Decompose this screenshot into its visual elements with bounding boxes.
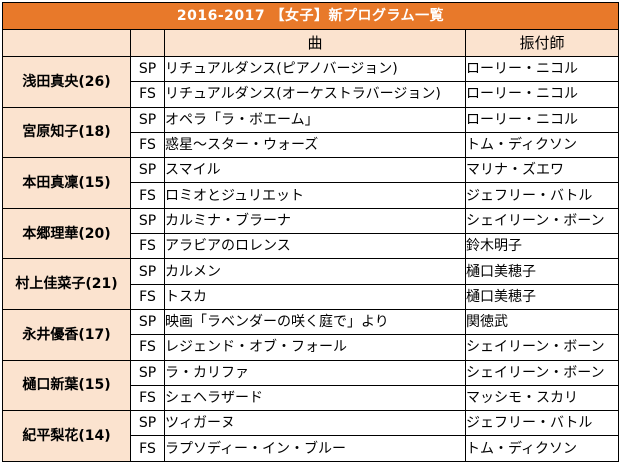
program-song: レジェンド・オブ・フォール [164, 334, 466, 361]
table-row: FS レジェンド・オブ・フォール シェイリーン・ボーン [3, 334, 620, 361]
header-row: 曲 振付師 [2, 29, 620, 57]
program-choreographer: マッシモ・スカリ [464, 384, 620, 412]
program-choreographer: 関徳武 [464, 308, 620, 336]
skater-name: 永井優香(17) [2, 308, 131, 361]
table-row: FS トスカ 樋口美穂子 [3, 283, 620, 310]
program-song: リチュアルダンス(オーケストラバージョン) [164, 81, 466, 108]
program-choreographer: トム・ディクソン [464, 435, 620, 462]
program-song: ラプソディー・イン・ブルー [164, 435, 466, 462]
program-choreographer: ローリー・ニコル [464, 55, 620, 83]
program-choreographer: シェイリーン・ボーン [464, 359, 620, 386]
program-type: FS [130, 81, 165, 108]
program-type: FS [130, 182, 165, 209]
skater-name: 宮原知子(18) [2, 106, 131, 159]
program-choreographer: 樋口美穂子 [464, 283, 620, 310]
program-type: FS [130, 334, 165, 361]
program-choreographer: ローリー・ニコル [464, 106, 620, 133]
program-type: FS [130, 131, 165, 159]
program-song: カルメン [164, 258, 466, 285]
program-choreographer: 樋口美穂子 [464, 258, 620, 285]
title-row: 2016-2017 【女子】新プログラム一覧 [1, 2, 620, 30]
program-type: SP [130, 55, 165, 83]
header-type [130, 29, 165, 57]
skater-name: 紀平梨花(14) [2, 410, 131, 462]
table-row: 樋口新葉(15) SP ラ・カリファ シェイリーン・ボーン [2, 359, 620, 412]
program-type: FS [130, 233, 165, 260]
program-song: シェヘラザード [164, 384, 466, 412]
table-row: 村上佳菜子(21) SP カルメン 樋口美穂子 [2, 258, 620, 310]
program-type: SP [130, 258, 165, 285]
program-song: ロミオとジュリエット [164, 182, 466, 209]
program-song: オペラ「ラ・ボエーム」 [164, 106, 466, 133]
table-row: 紀平梨花(14) SP ツィガーヌ ジェフリー・バトル [2, 410, 620, 462]
header-song: 曲 [164, 29, 466, 57]
program-type: FS [130, 283, 165, 310]
program-type: SP [130, 410, 165, 437]
skater-name: 樋口新葉(15) [2, 359, 131, 412]
table-title: 2016-2017 【女子】新プログラム一覧 [1, 2, 620, 30]
table-row: FS ラプソディー・イン・ブルー トム・ディクソン [3, 435, 620, 462]
table-row: FS リチュアルダンス(オーケストラバージョン) ローリー・ニコル [3, 81, 620, 108]
program-choreographer: シェイリーン・ボーン [464, 334, 620, 361]
program-type: FS [130, 384, 165, 412]
header-skater [2, 29, 131, 57]
program-type: SP [130, 106, 165, 133]
header-choreographer: 振付師 [464, 29, 620, 57]
program-song: ツィガーヌ [164, 410, 466, 437]
table-row: 本郷理華(20) SP カルミナ・ブラーナ シェイリーン・ボーン [2, 207, 620, 260]
table-row: FS 惑星～スター・ウォーズ トム・ディクソン [3, 131, 620, 159]
program-choreographer: シェイリーン・ボーン [464, 207, 620, 235]
table-body: 浅田真央(26) SP リチュアルダンス(ピアノバージョン) ローリー・ニコル FS リチ… [2, 55, 620, 462]
skater-name: 本田真凜(15) [2, 157, 131, 209]
program-choreographer: トム・ディクソン [464, 131, 620, 159]
program-song: ラ・カリファ [164, 359, 466, 386]
program-song: スマイル [164, 157, 466, 184]
program-choreographer: ジェフリー・バトル [464, 410, 620, 437]
program-choreographer: 鈴木明子 [464, 233, 620, 260]
program-song: アラビアのロレンス [164, 233, 466, 260]
program-song: 惑星～スター・ウォーズ [164, 131, 466, 159]
table-row: 宮原知子(18) SP オペラ「ラ・ボエーム」 ローリー・ニコル [2, 106, 620, 159]
program-type: SP [130, 157, 165, 184]
program-type: SP [130, 359, 165, 386]
program-choreographer: ジェフリー・バトル [464, 182, 620, 209]
table-row: FS ロミオとジュリエット ジェフリー・バトル [3, 182, 620, 209]
program-choreographer: マリナ・ズエワ [464, 157, 620, 184]
program-type: SP [130, 207, 165, 235]
skater-name: 浅田真央(26) [2, 56, 131, 108]
program-song: カルミナ・ブラーナ [164, 207, 466, 235]
program-choreographer: ローリー・ニコル [464, 81, 620, 108]
program-type: SP [130, 308, 165, 336]
program-type: FS [130, 435, 165, 462]
program-song: リチュアルダンス(ピアノバージョン) [164, 55, 466, 83]
table-row: 本田真凜(15) SP スマイル マリナ・ズエワ [2, 157, 620, 209]
skater-name: 村上佳菜子(21) [2, 258, 131, 310]
table-row: 浅田真央(26) SP リチュアルダンス(ピアノバージョン) ローリー・ニコル [2, 55, 620, 108]
program-song: トスカ [164, 283, 466, 310]
table-row: FS シェヘラザード マッシモ・スカリ [3, 384, 620, 412]
program-song: 映画「ラベンダーの咲く庭で」より [164, 308, 466, 336]
table-row: 永井優香(17) SP 映画「ラベンダーの咲く庭で」より 関徳武 [2, 308, 620, 361]
table-row: FS アラビアのロレンス 鈴木明子 [3, 233, 620, 260]
skater-name: 本郷理華(20) [2, 207, 131, 260]
